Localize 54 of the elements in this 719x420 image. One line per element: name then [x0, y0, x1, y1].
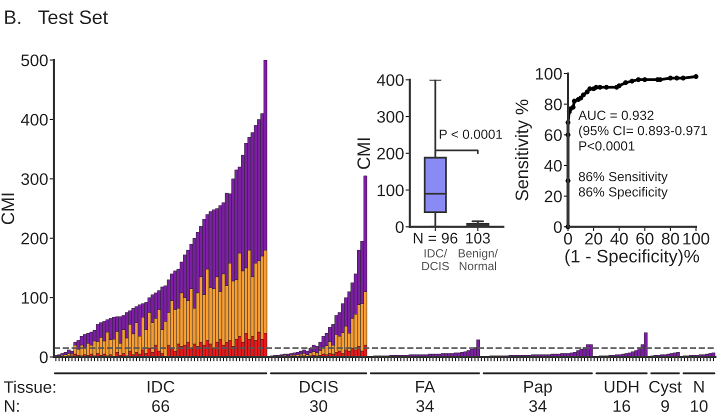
y-tick-label: 500: [21, 54, 48, 66]
text: DCIS: [300, 380, 338, 393]
annotation: Benign/ Normal: [458, 248, 498, 270]
text: Tissue:: [4, 380, 56, 393]
annotation: AUC = 0.932: [578, 110, 654, 120]
x-tick-label: 103: [466, 232, 490, 244]
x-tick-label: 80: [662, 232, 680, 245]
text: 9: [661, 400, 669, 412]
text: 30: [310, 400, 328, 412]
y-tick-label: 0: [396, 221, 404, 234]
y-tick-label: 400: [20, 114, 48, 126]
x-tick-label: 0: [564, 232, 572, 245]
text: UDH: [604, 381, 638, 393]
y-tick-label: 200: [377, 148, 404, 160]
y-axis-title: Sensitivity %: [515, 100, 532, 200]
y-tick-label: 0: [554, 221, 562, 234]
annotation: IDC/ DCIS: [422, 248, 449, 270]
y-axis-title: CMI: [357, 138, 370, 169]
y-tick-label: 100: [378, 184, 404, 196]
y-tick-label: 300: [377, 110, 404, 123]
text: 34: [416, 400, 434, 412]
annotation: (95% CI= 0.893-0.971: [579, 126, 708, 138]
y-tick-label: 40: [544, 160, 562, 172]
x-tick-label: 40: [610, 232, 628, 245]
annotation: 86% Specificity: [578, 186, 668, 200]
y-tick-label: 200: [21, 232, 48, 244]
y-tick-label: 300: [21, 173, 48, 186]
y-tick-label: 60: [544, 129, 562, 142]
y-tick-label: 80: [544, 98, 562, 110]
y-tick-label: 0: [40, 351, 48, 364]
x-tick-label: 100: [683, 232, 710, 245]
text: 34: [529, 400, 547, 412]
text: 10: [690, 400, 708, 412]
text: FA: [416, 381, 436, 392]
text: IDC: [148, 380, 174, 393]
annotation: P < 0.0001: [440, 130, 502, 139]
x-tick-label: 60: [636, 232, 654, 245]
chart-title: B. Test Set: [5, 10, 108, 24]
text: N: [694, 381, 704, 392]
annotation: 86% Sensitivity: [578, 172, 668, 184]
x-axis-title: (1 - Specificity)%: [565, 249, 700, 266]
text: 66: [152, 400, 170, 412]
y-tick-label: 400: [376, 74, 404, 86]
text: Pap: [524, 381, 552, 396]
y-axis-title: CMI: [1, 194, 14, 224]
x-tick-label: 20: [585, 232, 602, 245]
y-tick-label: 20: [544, 190, 562, 202]
annotation: P<0.0001: [579, 141, 634, 151]
text: 16: [614, 400, 630, 412]
text: Cyst: [649, 380, 682, 396]
y-tick-label: 100: [536, 68, 562, 80]
x-tick-label: N = 96: [414, 232, 458, 244]
y-tick-label: 100: [22, 292, 48, 304]
text: N:: [4, 400, 19, 412]
